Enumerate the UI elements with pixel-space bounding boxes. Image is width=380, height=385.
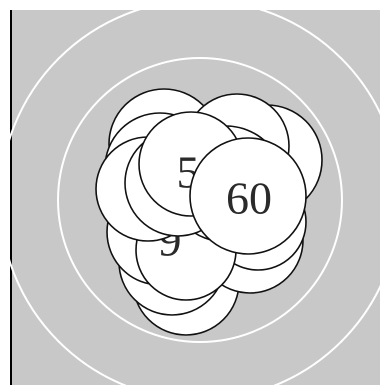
bubble-front[interactable] [189, 137, 307, 255]
bubble-pile: 9 5 60 [95, 88, 323, 336]
target-ring-middle [57, 57, 343, 343]
